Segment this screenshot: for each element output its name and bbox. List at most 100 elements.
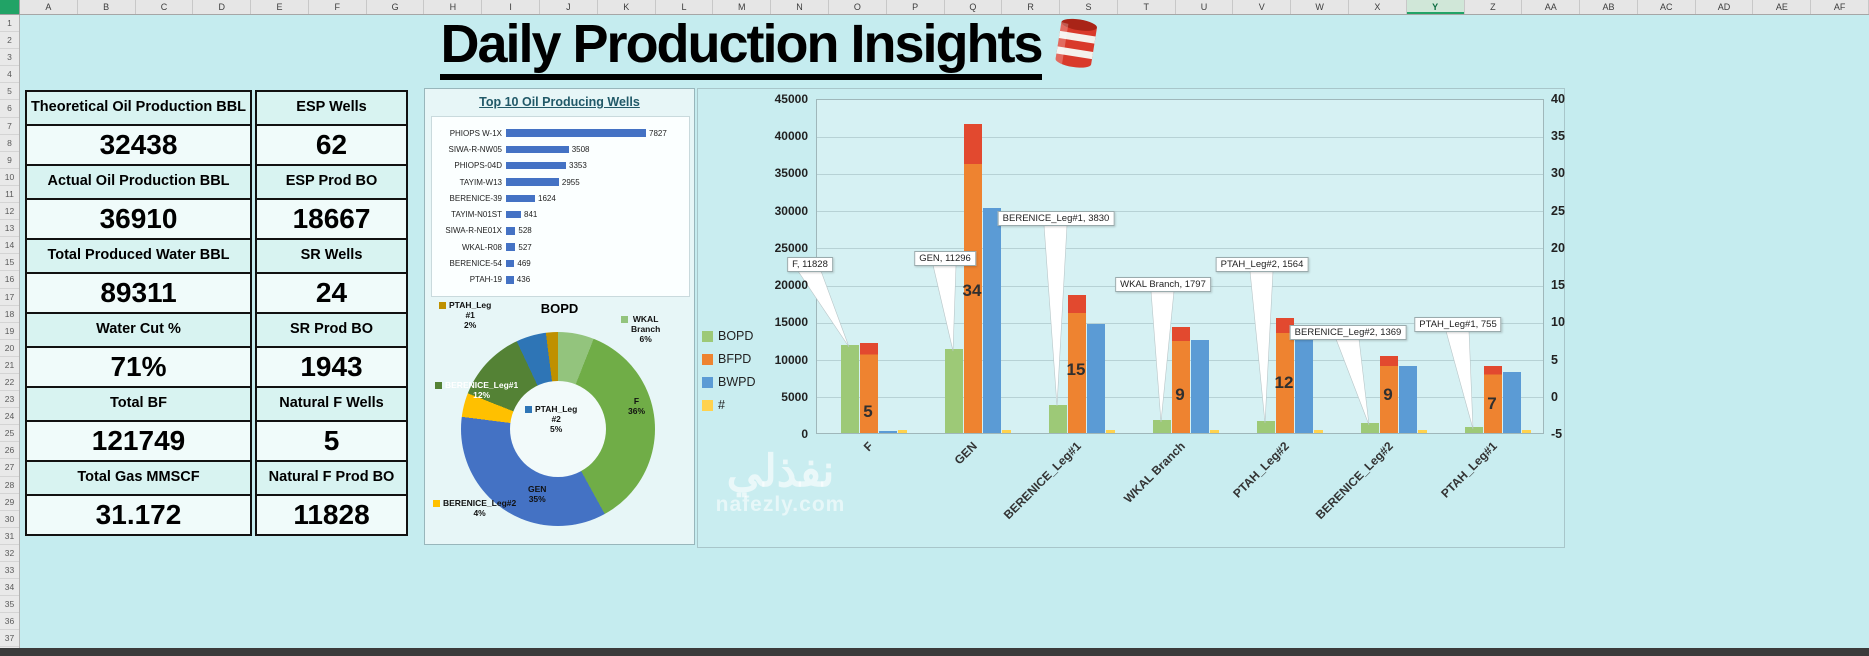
- bar-bfpd-F[interactable]: [860, 343, 878, 433]
- row-header-4[interactable]: 4: [0, 66, 19, 84]
- data-callout[interactable]: WKAL Branch, 1797: [1115, 277, 1211, 292]
- row-header-1[interactable]: 1: [0, 15, 19, 33]
- column-header-G[interactable]: G: [367, 0, 425, 14]
- well-bar[interactable]: [506, 276, 514, 284]
- bar-bfpd-BERENICE_Leg#1[interactable]: [1068, 295, 1086, 433]
- bar-bwpd-PTAH_Leg#1[interactable]: [1503, 372, 1521, 433]
- kpi-value[interactable]: 31.172: [25, 496, 252, 536]
- well-bar[interactable]: [506, 210, 521, 219]
- data-callout[interactable]: BERENICE_Leg#2, 1369: [1289, 325, 1407, 340]
- bar-count-WKAL Branch[interactable]: [1210, 430, 1219, 433]
- bar-bfpd-PTAH_Leg#1[interactable]: [1484, 366, 1502, 433]
- row-header-30[interactable]: 30: [0, 511, 19, 528]
- kpi-value[interactable]: 71%: [25, 348, 252, 388]
- legend-item[interactable]: #: [702, 398, 756, 412]
- row-header-7[interactable]: 7: [0, 118, 19, 135]
- row-header-11[interactable]: 11: [0, 186, 19, 204]
- row-header-9[interactable]: 9: [0, 152, 19, 169]
- kpi-value[interactable]: 5: [255, 422, 408, 462]
- kpi-label[interactable]: ESP Wells: [255, 90, 408, 126]
- bar-count-F[interactable]: [898, 430, 907, 433]
- chart-plot-area[interactable]: [816, 99, 1544, 434]
- row-header-2[interactable]: 2: [0, 32, 19, 50]
- row-header-17[interactable]: 17: [0, 289, 19, 306]
- row-header-19[interactable]: 19: [0, 323, 19, 340]
- bar-bfpd-BERENICE_Leg#2[interactable]: [1380, 355, 1398, 433]
- row-header-28[interactable]: 28: [0, 477, 19, 494]
- column-header-K[interactable]: K: [598, 0, 656, 14]
- column-header-AF[interactable]: AF: [1811, 0, 1869, 14]
- row-header-5[interactable]: 5: [0, 83, 19, 101]
- kpi-label[interactable]: Natural F Wells: [255, 386, 408, 422]
- column-header-L[interactable]: L: [656, 0, 714, 14]
- row-header-21[interactable]: 21: [0, 357, 19, 374]
- legend-item[interactable]: BFPD: [702, 352, 756, 366]
- kpi-value[interactable]: 11828: [255, 496, 408, 536]
- column-header-H[interactable]: H: [424, 0, 483, 14]
- bar-bwpd-PTAH_Leg#2[interactable]: [1295, 330, 1313, 433]
- kpi-label[interactable]: Actual Oil Production BBL: [25, 164, 252, 200]
- bar-count-BERENICE_Leg#1[interactable]: [1106, 430, 1115, 433]
- top10-bar-chart[interactable]: PHIOPS W-1X 7827 SIWA-R-NW05 3508 PHIOPS-04D…: [431, 116, 690, 297]
- column-header-S[interactable]: S: [1060, 0, 1118, 14]
- kpi-value[interactable]: 89311: [25, 274, 252, 314]
- column-header-J[interactable]: J: [540, 0, 598, 14]
- well-bar[interactable]: [506, 194, 535, 203]
- well-bar[interactable]: [506, 259, 515, 268]
- column-header-AA[interactable]: AA: [1522, 0, 1581, 14]
- row-header-27[interactable]: 27: [0, 459, 19, 477]
- row-header-8[interactable]: 8: [0, 135, 19, 152]
- kpi-value[interactable]: 1943: [255, 348, 408, 388]
- production-combo-chart[interactable]: BOPD BFPD BWPD # 45000 40 40000 35 35000 30 30000…: [697, 88, 1565, 548]
- dashboard-title-cell[interactable]: Daily Production Insights: [360, 14, 1180, 81]
- column-header-D[interactable]: D: [193, 0, 252, 14]
- kpi-value[interactable]: 18667: [255, 200, 408, 240]
- bar-count-BERENICE_Leg#2[interactable]: [1418, 430, 1427, 433]
- row-header-37[interactable]: 37: [0, 630, 19, 648]
- bar-count-GEN[interactable]: [1002, 430, 1011, 433]
- well-bar[interactable]: [506, 129, 646, 137]
- well-bar[interactable]: [506, 145, 569, 154]
- row-header-13[interactable]: 13: [0, 220, 19, 238]
- well-bar[interactable]: [506, 178, 559, 186]
- bar-bwpd-F[interactable]: [879, 431, 897, 433]
- kpi-label[interactable]: Total BF: [25, 386, 252, 422]
- data-callout[interactable]: PTAH_Leg#2, 1564: [1215, 257, 1309, 272]
- bar-count-PTAH_Leg#2[interactable]: [1314, 430, 1323, 433]
- bar-bopd-BERENICE_Leg#2[interactable]: [1361, 422, 1379, 433]
- bar-bopd-WKAL Branch[interactable]: [1153, 419, 1171, 433]
- data-callout[interactable]: GEN, 11296: [914, 251, 976, 266]
- data-callout[interactable]: BERENICE_Leg#1, 3830: [997, 211, 1115, 226]
- bar-bfpd-WKAL Branch[interactable]: [1172, 326, 1190, 433]
- well-bar[interactable]: [506, 243, 516, 251]
- column-header-V[interactable]: V: [1233, 0, 1292, 14]
- column-header-AB[interactable]: AB: [1580, 0, 1638, 14]
- row-header-34[interactable]: 34: [0, 579, 19, 597]
- column-header-C[interactable]: C: [136, 0, 194, 14]
- bar-bwpd-BERENICE_Leg#2[interactable]: [1399, 365, 1417, 433]
- well-bar[interactable]: [506, 161, 566, 170]
- row-header-29[interactable]: 29: [0, 494, 19, 511]
- row-header-10[interactable]: 10: [0, 169, 19, 186]
- column-header-F[interactable]: F: [309, 0, 367, 14]
- column-header-AE[interactable]: AE: [1753, 0, 1812, 14]
- row-header-6[interactable]: 6: [0, 100, 19, 118]
- bar-bopd-F[interactable]: [841, 344, 859, 433]
- column-header-M[interactable]: M: [713, 0, 772, 14]
- legend-item[interactable]: BWPD: [702, 375, 756, 389]
- row-header-33[interactable]: 33: [0, 562, 19, 580]
- column-header-B[interactable]: B: [78, 0, 136, 14]
- bar-bopd-GEN[interactable]: [945, 348, 963, 433]
- column-header-Y[interactable]: Y: [1406, 0, 1465, 14]
- column-header-Z[interactable]: Z: [1465, 0, 1523, 14]
- column-header-N[interactable]: N: [771, 0, 829, 14]
- row-header-26[interactable]: 26: [0, 442, 19, 460]
- data-callout[interactable]: PTAH_Leg#1, 755: [1414, 317, 1502, 332]
- select-all-corner[interactable]: [0, 0, 20, 15]
- row-header-16[interactable]: 16: [0, 271, 19, 289]
- kpi-label[interactable]: ESP Prod BO: [255, 164, 408, 200]
- kpi-value[interactable]: 121749: [25, 422, 252, 462]
- column-header-T[interactable]: T: [1118, 0, 1176, 14]
- column-header-AC[interactable]: AC: [1638, 0, 1696, 14]
- kpi-label[interactable]: Natural F Prod BO: [255, 460, 408, 496]
